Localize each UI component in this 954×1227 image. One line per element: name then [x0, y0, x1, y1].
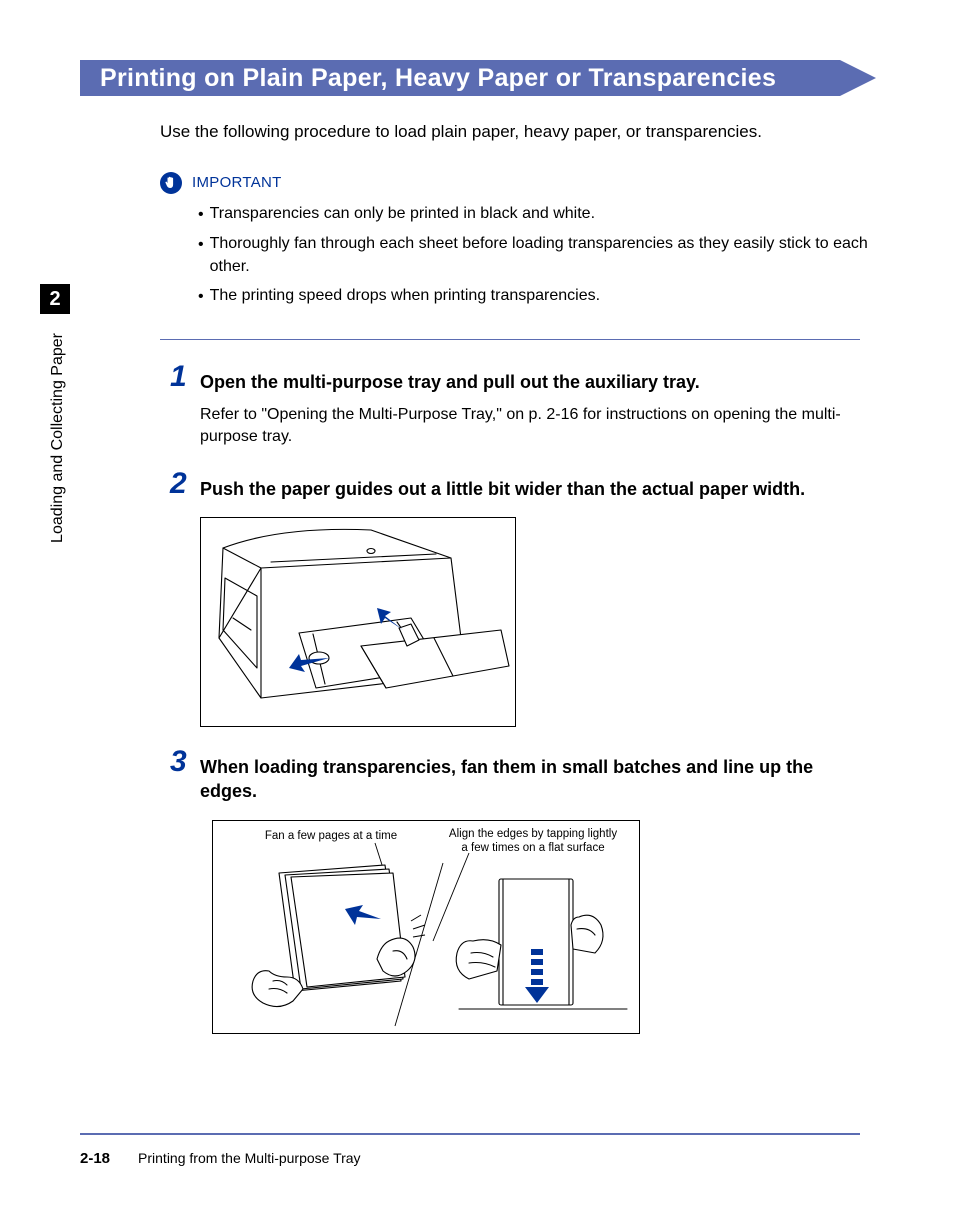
list-item: • The printing speed drops when printing… [198, 284, 880, 308]
bullet-text: Thoroughly fan through each sheet before… [210, 232, 880, 278]
title-bar: Printing on Plain Paper, Heavy Paper or … [80, 60, 840, 96]
step-2: 2 Push the paper guides out a little bit… [200, 477, 860, 727]
figure-right-label-l1: Align the edges by tapping lightly [449, 828, 617, 840]
bullet-text: Transparencies can only be printed in bl… [210, 202, 595, 226]
step-number: 2 [170, 467, 187, 501]
chapter-number-box: 2 [40, 284, 70, 314]
figure-right-label-l2: a few times on a flat surface [461, 842, 604, 854]
chapter-title: Loading and Collecting Paper [49, 333, 67, 593]
step-number: 3 [170, 745, 187, 779]
figure-printer-guides [200, 517, 516, 727]
page-number: 2-18 [80, 1150, 110, 1167]
step-title: When loading transparencies, fan them in… [200, 755, 860, 804]
step-title: Push the paper guides out a little bit w… [200, 477, 860, 501]
banner-arrow-icon [840, 60, 876, 96]
figure-fan-align: Fan a few pages at a time Align the edge… [212, 820, 640, 1034]
page-title: Printing on Plain Paper, Heavy Paper or … [100, 64, 776, 93]
chapter-number: 2 [49, 288, 60, 311]
step-title: Open the multi-purpose tray and pull out… [200, 370, 860, 394]
bullet-icon: • [198, 284, 204, 308]
footer-section-title: Printing from the Multi-purpose Tray [138, 1150, 361, 1166]
important-heading: IMPORTANT [160, 172, 880, 194]
chapter-tab: 2 Loading and Collecting Paper [40, 284, 70, 584]
step-3: 3 When loading transparencies, fan them … [200, 755, 860, 1034]
important-bullets: • Transparencies can only be printed in … [198, 202, 880, 309]
step-body: Refer to "Opening the Multi-Purpose Tray… [200, 404, 860, 449]
step-1: 1 Open the multi-purpose tray and pull o… [200, 370, 860, 449]
bullet-icon: • [198, 232, 204, 278]
section-divider [160, 339, 860, 340]
page-footer: 2-18 Printing from the Multi-purpose Tra… [80, 1150, 361, 1167]
step-number: 1 [170, 360, 187, 394]
important-label: IMPORTANT [192, 174, 282, 191]
footer-rule [80, 1133, 860, 1135]
list-item: • Thoroughly fan through each sheet befo… [198, 232, 880, 278]
intro-text: Use the following procedure to load plai… [160, 120, 880, 144]
important-block: IMPORTANT • Transparencies can only be p… [160, 172, 880, 309]
bullet-icon: • [198, 202, 204, 226]
figure-left-label: Fan a few pages at a time [265, 830, 397, 842]
title-banner: Printing on Plain Paper, Heavy Paper or … [80, 60, 880, 96]
page-content: Printing on Plain Paper, Heavy Paper or … [80, 60, 880, 1062]
list-item: • Transparencies can only be printed in … [198, 202, 880, 226]
hand-stop-icon [160, 172, 182, 194]
bullet-text: The printing speed drops when printing t… [210, 284, 600, 308]
